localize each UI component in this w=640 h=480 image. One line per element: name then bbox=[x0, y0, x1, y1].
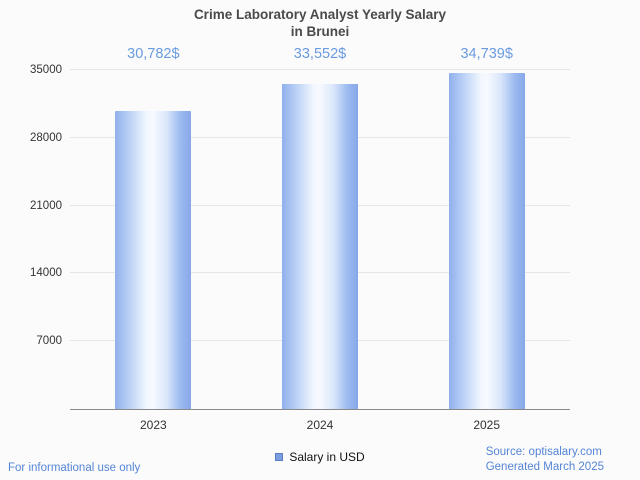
bar-slot-2023: 30,782$ 2023 bbox=[70, 46, 237, 432]
legend: Salary in USD bbox=[0, 450, 640, 464]
disclaimer-text: For informational use only bbox=[8, 462, 141, 474]
chart-title-line2: in Brunei bbox=[290, 23, 350, 39]
y-tick-label: 35000 bbox=[30, 64, 62, 76]
plot-area: 7000 14000 21000 28000 35000 30,782$ 2023 33,55… bbox=[30, 46, 570, 432]
source-text: Source: optisalary.com bbox=[485, 445, 602, 458]
y-tick-label: 7000 bbox=[36, 335, 62, 348]
value-label-2025: 34,739$ bbox=[460, 46, 513, 62]
bar-2024 bbox=[282, 84, 358, 409]
value-label-2023: 30,782$ bbox=[127, 46, 180, 62]
legend-label: Salary in USD bbox=[289, 450, 365, 464]
source-block: Source: optisalary.com Generated March 2… bbox=[486, 445, 604, 476]
x-axis-label-2024: 2024 bbox=[306, 418, 334, 432]
gridline bbox=[70, 69, 570, 70]
bars-container: 30,782$ 2023 33,552$ 2024 34,739$ 2025 bbox=[70, 46, 570, 432]
chart-title: Crime Laboratory Analyst Yearly Salary i… bbox=[0, 7, 640, 41]
y-tick-label: 28000 bbox=[30, 131, 62, 144]
generated-text: Generated March 2025 bbox=[485, 461, 604, 474]
chart-title-line1: Crime Laboratory Analyst Yearly Salary bbox=[193, 7, 447, 22]
bar-slot-2024: 33,552$ 2024 bbox=[237, 46, 404, 432]
legend-swatch-icon bbox=[275, 453, 284, 461]
bar-slot-2025: 34,739$ 2025 bbox=[403, 46, 570, 432]
bar-2025 bbox=[448, 72, 525, 409]
value-label-2024: 33,552$ bbox=[293, 46, 347, 62]
y-tick-label: 14000 bbox=[30, 267, 62, 280]
bar-2023 bbox=[115, 110, 192, 409]
x-axis-label-2023: 2023 bbox=[139, 418, 167, 432]
y-tick-label: 21000 bbox=[30, 199, 62, 212]
x-axis-label-2025: 2025 bbox=[473, 418, 501, 432]
